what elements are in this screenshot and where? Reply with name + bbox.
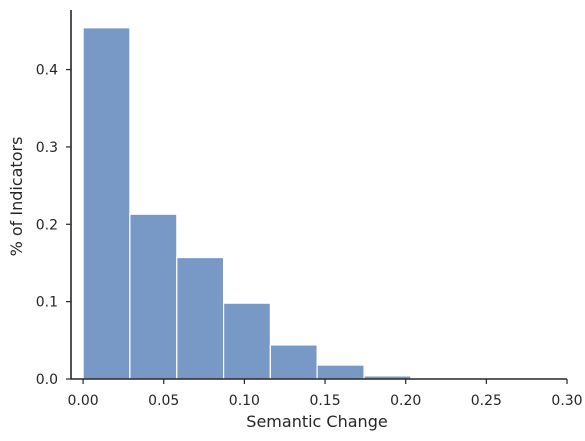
y-tick-label: 0.3 <box>36 140 58 156</box>
x-axis-title: Semantic Change <box>246 412 387 431</box>
x-tick-label: 0.30 <box>551 393 582 409</box>
bars-group <box>82 27 552 380</box>
x-tick-label: 0.00 <box>68 393 99 409</box>
x-tick-label: 0.20 <box>390 393 421 409</box>
histogram-bar <box>269 344 318 380</box>
x-tick-label: 0.15 <box>309 393 340 409</box>
x-tick-label: 0.05 <box>148 393 179 409</box>
y-axis-title: % of Indicators <box>7 137 26 257</box>
y-tick-label: 0.2 <box>36 217 58 233</box>
y-axis-ticks: 0.0 0.1 0.2 0.3 0.4 <box>36 63 71 388</box>
y-tick-label: 0.1 <box>36 295 58 311</box>
histogram-bar <box>82 27 131 380</box>
x-tick-label: 0.25 <box>471 393 502 409</box>
histogram-bar <box>176 256 225 380</box>
histogram-bar <box>316 364 365 380</box>
histogram-bar <box>129 213 178 380</box>
x-tick-label: 0.10 <box>229 393 260 409</box>
y-tick-label: 0.0 <box>36 372 58 388</box>
y-tick-label: 0.4 <box>36 63 58 79</box>
histogram-bar <box>222 302 271 380</box>
x-axis-ticks: 0.00 0.05 0.10 0.15 0.20 0.25 0.30 <box>68 379 583 409</box>
